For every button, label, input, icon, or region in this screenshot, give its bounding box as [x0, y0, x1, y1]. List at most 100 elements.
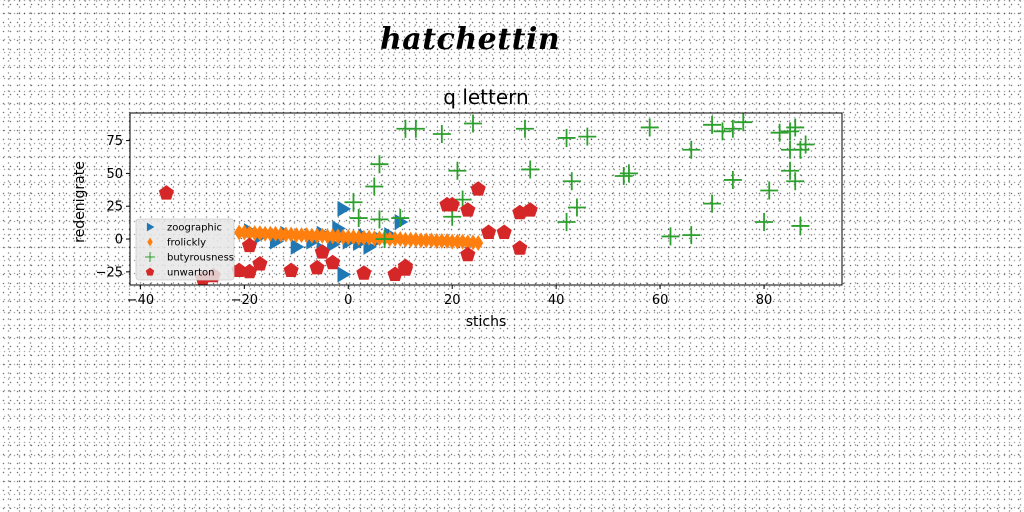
legend-label-butyrousness: butyrousness	[167, 253, 234, 264]
frolickly-point	[244, 225, 255, 242]
frolickly-point	[234, 224, 245, 241]
butyrousness-point	[562, 172, 581, 191]
frolickly-point	[405, 231, 416, 248]
butyrousness-point	[557, 212, 576, 231]
unwarton-point	[283, 262, 299, 277]
frolickly-point	[390, 231, 401, 248]
frolickly-point	[327, 228, 338, 245]
legend-frolickly-marker	[147, 237, 153, 247]
frolickly-point	[369, 230, 380, 247]
butyrousness-point	[786, 172, 805, 191]
butyrousness-point	[786, 118, 805, 137]
butyrousness-point	[375, 230, 394, 249]
frolickly-point	[296, 227, 307, 244]
series-butyrousness	[344, 113, 815, 249]
butyrousness-point	[578, 127, 597, 146]
butyrousness-point	[760, 181, 779, 200]
legend-label-frolickly: frolickly	[167, 238, 206, 249]
butyrousness-point	[781, 122, 800, 141]
butyrousness-point	[682, 226, 701, 245]
y-axis-label: redenigrate	[72, 161, 88, 243]
unwarton-point	[309, 259, 325, 275]
zoographic-point	[394, 213, 409, 230]
unwarton-point	[460, 246, 476, 262]
data-points	[158, 113, 815, 285]
frolickly-point	[436, 233, 447, 250]
butyrousness-point	[796, 135, 815, 154]
frolickly-point	[312, 227, 323, 244]
frolickly-point	[306, 227, 317, 244]
unwarton-point	[460, 202, 476, 217]
butyrousness-point	[391, 209, 410, 228]
zoographic-point	[337, 266, 352, 283]
zoographic-point	[337, 200, 352, 217]
butyrousness-point	[703, 115, 722, 134]
butyrousness-point	[734, 113, 753, 132]
frolickly-point	[343, 229, 354, 246]
unwarton-point	[158, 185, 174, 200]
unwarton-point	[325, 254, 341, 270]
butyrousness-point	[781, 161, 800, 180]
butyrousness-point	[791, 140, 810, 159]
butyrousness-point	[370, 155, 389, 174]
frolickly-point	[473, 234, 484, 251]
legend-box	[135, 218, 235, 281]
frolickly-point	[447, 233, 458, 250]
unwarton-point	[314, 244, 330, 259]
zoographic-point	[363, 238, 378, 255]
legend-butyrousness-marker	[145, 252, 155, 262]
unwarton-point	[356, 265, 372, 280]
butyrousness-point	[755, 212, 774, 231]
frolickly-point	[421, 232, 432, 249]
butyrousness-point	[344, 193, 363, 212]
unwarton-point	[397, 258, 414, 274]
unwarton-point	[231, 262, 247, 277]
butyrousness-point	[619, 164, 638, 183]
unwarton-point	[522, 202, 538, 217]
butyrousness-point	[614, 167, 633, 186]
butyrousness-point	[661, 227, 680, 246]
unwarton-point	[470, 181, 486, 196]
unwarton-point	[241, 237, 258, 253]
unwarton-point	[241, 263, 258, 279]
x-tick-label: −20	[231, 293, 258, 308]
butyrousness-point	[432, 125, 451, 144]
frolickly-point	[280, 226, 291, 243]
butyrousness-point	[521, 160, 540, 179]
frolickly-point	[291, 227, 302, 244]
x-tick-label: 60	[652, 293, 669, 308]
frolickly-point	[249, 225, 260, 242]
butyrousness-point	[464, 114, 483, 133]
unwarton-point	[252, 256, 268, 271]
y-tick-label: 0	[115, 233, 123, 248]
frolickly-point	[338, 229, 349, 246]
butyrousness-point	[640, 118, 659, 137]
butyrousness-point	[682, 140, 701, 159]
butyrousness-point	[365, 177, 384, 196]
unwarton-point	[512, 240, 528, 255]
butyrousness-point	[723, 170, 742, 189]
butyrousness-point	[770, 123, 789, 142]
butyrousness-point	[791, 216, 810, 235]
figure-suptitle: hatchettin	[380, 22, 561, 57]
unwarton-point	[481, 224, 497, 239]
frolickly-point	[416, 232, 427, 249]
frolickly-point	[431, 233, 442, 250]
unwarton-point	[444, 196, 460, 212]
butyrousness-point	[448, 161, 467, 180]
x-axis-label: stichs	[466, 314, 507, 330]
plot-frame	[129, 112, 843, 286]
legend-label-unwarton: unwarton	[167, 268, 214, 279]
butyrousness-point	[370, 210, 389, 229]
butyrousness-point	[453, 190, 472, 209]
chart-title: q lettern	[443, 85, 528, 109]
legend-label-zoographic: zoographic	[167, 223, 222, 234]
x-tick-label: 80	[756, 293, 773, 308]
butyrousness-point	[703, 194, 722, 213]
unwarton-point	[387, 266, 403, 281]
frolickly-point	[322, 228, 333, 245]
frolickly-point	[358, 229, 369, 246]
legend: zoographic frolickly butyrousness unwarton	[135, 218, 235, 281]
x-tick-label: 0	[344, 293, 352, 308]
